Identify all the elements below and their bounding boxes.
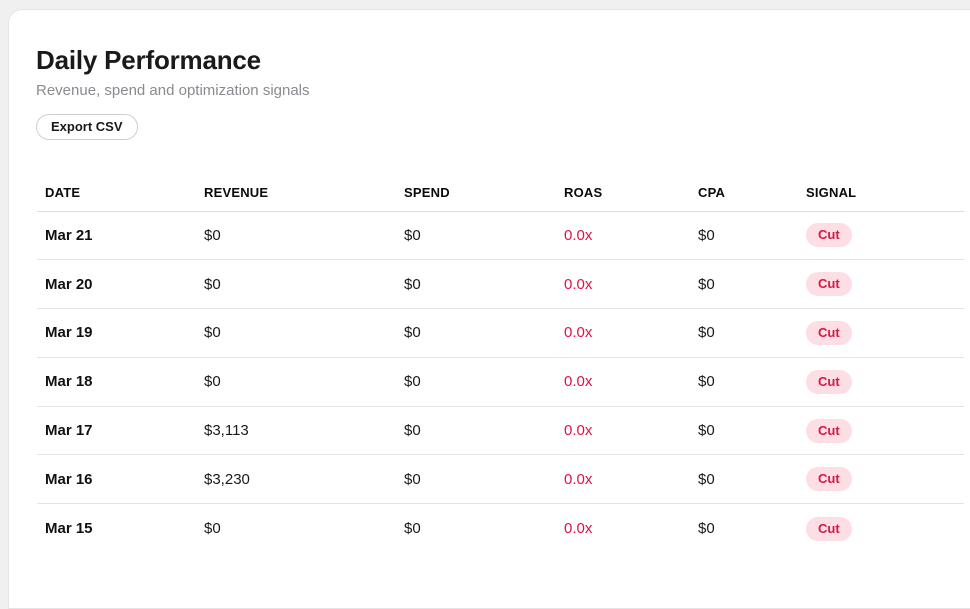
daily-performance-card: Daily Performance Revenue, spend and opt… [8,9,970,609]
cpa-cell: $0 [698,520,715,538]
spend-cell: $0 [404,275,421,293]
signal-cell: Cut [798,272,964,297]
signal-badge: Cut [806,369,852,394]
column-header-cpa: CPA [698,184,726,200]
roas-cell: 0.0x [564,226,593,244]
spend-cell: $0 [404,422,421,440]
table-row: Mar 18 $0 $0 0.0x $0 Cut [37,358,964,407]
spend-cell: $0 [404,226,421,244]
table-row: Mar 15 $0 $0 0.0x $0 Cut [37,504,964,553]
table-row: Mar 21 $0 $0 0.0x $0 Cut [37,212,964,261]
revenue-cell: $0 [204,226,221,244]
signal-badge: Cut [806,223,852,248]
revenue-cell: $0 [204,373,221,391]
signal-cell: Cut [798,418,964,443]
column-header-date: DATE [45,184,81,200]
table-header-row: DATE REVENUE SPEND ROAS CPA SIGNAL [37,174,964,212]
date-cell: Mar 18 [45,373,93,391]
performance-table: DATE REVENUE SPEND ROAS CPA SIGNAL Mar 2… [37,174,964,554]
signal-badge: Cut [806,516,852,541]
roas-cell: 0.0x [564,373,593,391]
date-cell: Mar 15 [45,520,93,538]
cpa-cell: $0 [698,324,715,342]
revenue-cell: $3,113 [204,422,249,440]
signal-cell: Cut [798,223,964,248]
cpa-cell: $0 [698,373,715,391]
date-cell: Mar 21 [45,226,93,244]
revenue-cell: $0 [204,275,221,293]
table-row: Mar 19 $0 $0 0.0x $0 Cut [37,309,964,358]
revenue-cell: $0 [204,324,221,342]
date-cell: Mar 17 [45,422,93,440]
cpa-cell: $0 [698,226,715,244]
date-cell: Mar 16 [45,470,93,488]
signal-badge: Cut [806,418,852,443]
table-row: Mar 17 $3,113 $0 0.0x $0 Cut [37,407,964,456]
column-header-roas: ROAS [564,184,603,200]
signal-cell: Cut [798,320,964,345]
revenue-cell: $0 [204,520,221,538]
date-cell: Mar 19 [45,324,93,342]
column-header-revenue: REVENUE [204,184,269,200]
signal-badge: Cut [806,467,852,492]
roas-cell: 0.0x [564,275,593,293]
roas-cell: 0.0x [564,324,593,342]
signal-cell: Cut [798,516,964,541]
column-header-spend: SPEND [404,184,450,200]
roas-cell: 0.0x [564,520,593,538]
roas-cell: 0.0x [564,470,593,488]
date-cell: Mar 20 [45,275,93,293]
table-body: Mar 21 $0 $0 0.0x $0 Cut Mar 20 $0 $0 0.… [37,212,964,554]
cpa-cell: $0 [698,470,715,488]
spend-cell: $0 [404,520,421,538]
signal-cell: Cut [798,467,964,492]
signal-cell: Cut [798,369,964,394]
spend-cell: $0 [404,324,421,342]
page-subtitle: Revenue, spend and optimization signals [36,81,310,99]
signal-badge: Cut [806,320,852,345]
page-title: Daily Performance [36,45,261,75]
table-row: Mar 20 $0 $0 0.0x $0 Cut [37,260,964,310]
roas-cell: 0.0x [564,422,593,440]
spend-cell: $0 [404,470,421,488]
column-header-signal: SIGNAL [806,184,857,200]
cpa-cell: $0 [698,422,715,440]
signal-badge: Cut [806,272,852,297]
spend-cell: $0 [404,373,421,391]
revenue-cell: $3,230 [204,470,250,488]
cpa-cell: $0 [698,275,715,293]
table-row: Mar 16 $3,230 $0 0.0x $0 Cut [37,455,964,505]
export-csv-button[interactable]: Export CSV [36,113,138,140]
